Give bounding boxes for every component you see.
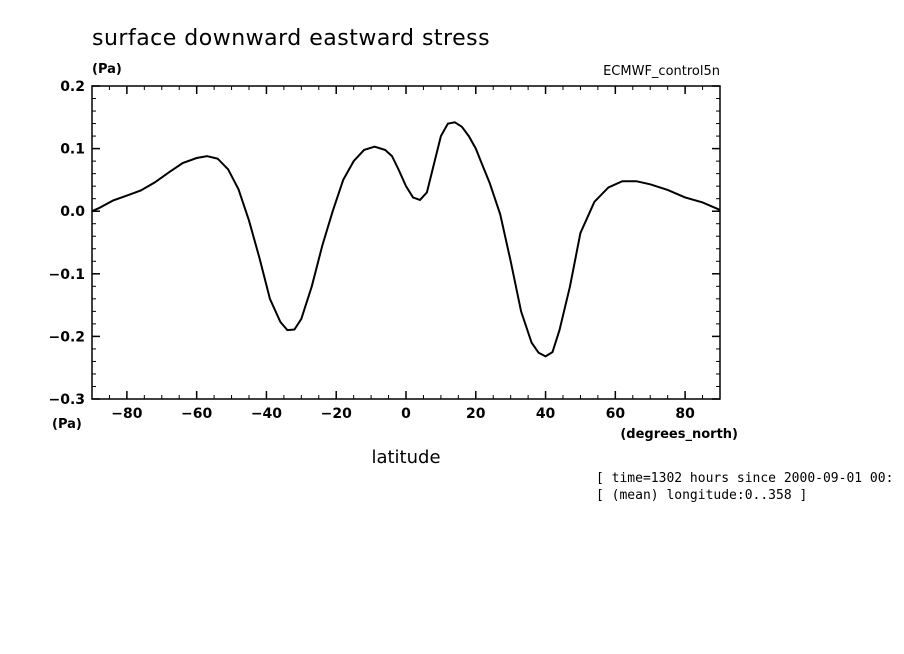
y-units-label: (Pa) [92,62,122,77]
minor-ticks [91,85,721,400]
y-tick-label: −0.3 [48,392,85,408]
x-tick-label: 80 [675,406,695,422]
y-tick-label: −0.1 [48,267,85,283]
y-units-bottom-label: (Pa) [52,417,82,432]
x-axis-title: latitude [371,447,440,468]
y-tick-label: 0.2 [60,79,85,95]
x-tick-label: −20 [321,406,352,422]
y-tick-label: −0.2 [48,329,85,345]
x-tick-label: −60 [181,406,212,422]
x-tick-label: −40 [251,406,282,422]
chart-title: surface downward eastward stress [92,26,490,51]
x-tick-label: 0 [401,406,411,422]
y-tick-label: 0.1 [60,142,85,158]
x-axis: −80 −60 −40 −20 0 20 40 60 80 [111,86,695,422]
x-tick-label: 60 [606,406,626,422]
y-axis: 0.2 0.1 0.0 −0.1 −0.2 −0.3 [48,79,720,408]
annotation-longitude: [ (mean) longitude:0..358 ] [596,488,807,503]
x-tick-label: −80 [111,406,142,422]
x-tick-label: 20 [466,406,486,422]
y-tick-label: 0.0 [60,204,85,220]
model-label: ECMWF_control5n [603,64,720,79]
x-units-label: (degrees_north) [620,427,738,442]
plot-frame [91,85,721,400]
x-tick-label: 40 [536,406,556,422]
annotation-time: [ time=1302 hours since 2000-09-01 00: [596,471,893,486]
series-line [91,121,721,358]
